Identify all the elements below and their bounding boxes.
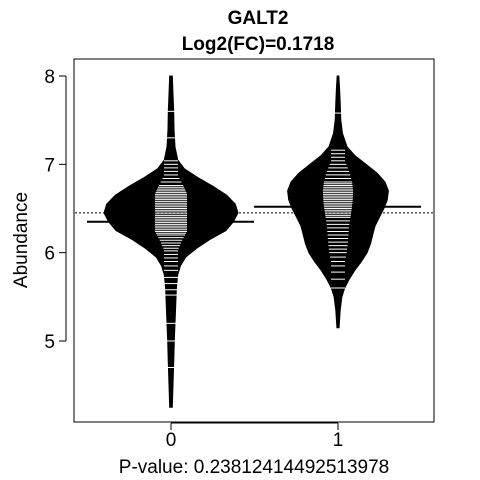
chart-subtitle: Log2(FC)=0.1718	[182, 34, 335, 55]
y-axis: 5 6 7 8	[44, 67, 67, 353]
x-tick-label-1: 1	[333, 430, 344, 451]
y-tick-label-5: 5	[44, 332, 55, 353]
x-axis-label: P-value: 0.23812414492513978	[119, 457, 389, 478]
y-axis-label: Abundance	[11, 192, 32, 288]
y-tick-label-6: 6	[44, 244, 55, 265]
chart-title: GALT2	[228, 8, 289, 29]
beans-layer	[87, 75, 421, 408]
y-tick-label-8: 8	[44, 67, 55, 88]
bean-shape-0	[103, 75, 239, 408]
plot-area-frame	[73, 58, 435, 423]
y-tick-label-7: 7	[44, 155, 55, 176]
x-tick-label-0: 0	[166, 430, 177, 451]
